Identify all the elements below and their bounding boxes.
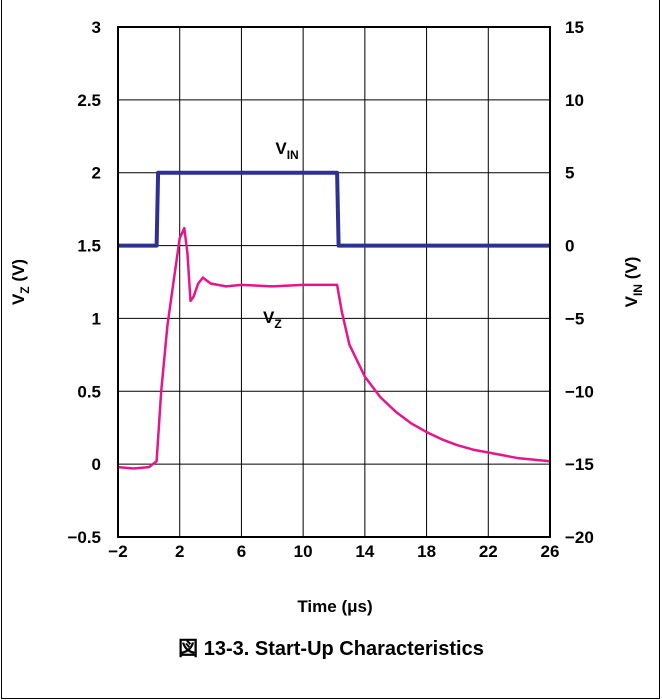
annotation-vz: VZ: [263, 308, 282, 331]
right-y-tick-label: 10: [565, 91, 584, 110]
left-y-tick-label: −0.5: [67, 528, 101, 547]
left-y-tick-label: 2.5: [77, 91, 101, 110]
right-y-tick-label: 0: [565, 237, 574, 256]
grid: [117, 26, 551, 538]
right-y-tick-label: 5: [565, 164, 574, 183]
plot-border: [117, 26, 551, 538]
annotation-vin: VIN: [275, 139, 298, 162]
right-y-tick-label: −5: [565, 309, 584, 328]
left-y-tick-label: 2: [92, 164, 101, 183]
right-y-tick-label: 15: [565, 18, 584, 37]
x-tick-label: 10: [294, 542, 313, 561]
series-layer: [117, 170, 551, 470]
right-y-axis-title: VIN (V): [622, 257, 645, 308]
series-line-vin: [118, 170, 550, 248]
x-tick-label: −2: [108, 542, 127, 561]
x-tick-label: 14: [355, 542, 374, 561]
left-y-tick-label: 0: [92, 455, 101, 474]
x-axis-title: Time (μs): [297, 597, 372, 616]
left-y-tick-label: 1: [92, 309, 101, 328]
figure-caption: 図 13-3. Start-Up Characteristics: [178, 638, 484, 660]
left-y-axis-label-text: VZ (V): [9, 259, 32, 305]
right-y-tick-label: −10: [565, 382, 594, 401]
left-y-tick-label: 0.5: [77, 382, 101, 401]
x-tick-label: 26: [541, 542, 560, 561]
right-y-tick-label: −15: [565, 455, 594, 474]
startup-chart: −2 2 6 10 14 18 22 2632.521.510.50−0.5151050−5−…: [9, 18, 645, 616]
left-y-tick-label: 3: [92, 18, 101, 37]
x-tick-label: 2: [175, 542, 184, 561]
left-y-axis-title: VZ (V): [9, 259, 32, 305]
right-y-tick-label: −20: [565, 528, 594, 547]
right-y-axis-label-text: VIN (V): [622, 257, 645, 308]
annotations: VIN VZ: [263, 139, 299, 331]
x-tick-label: 22: [479, 542, 498, 561]
x-tick-label: 18: [417, 542, 436, 561]
x-tick-label: 6: [237, 542, 246, 561]
tick-labels: −2 2 6 10 14 18 22 2632.521.510.50−0.5151050−5−…: [67, 18, 593, 561]
series-line-vz: [117, 226, 551, 470]
left-y-tick-label: 1.5: [77, 237, 101, 256]
